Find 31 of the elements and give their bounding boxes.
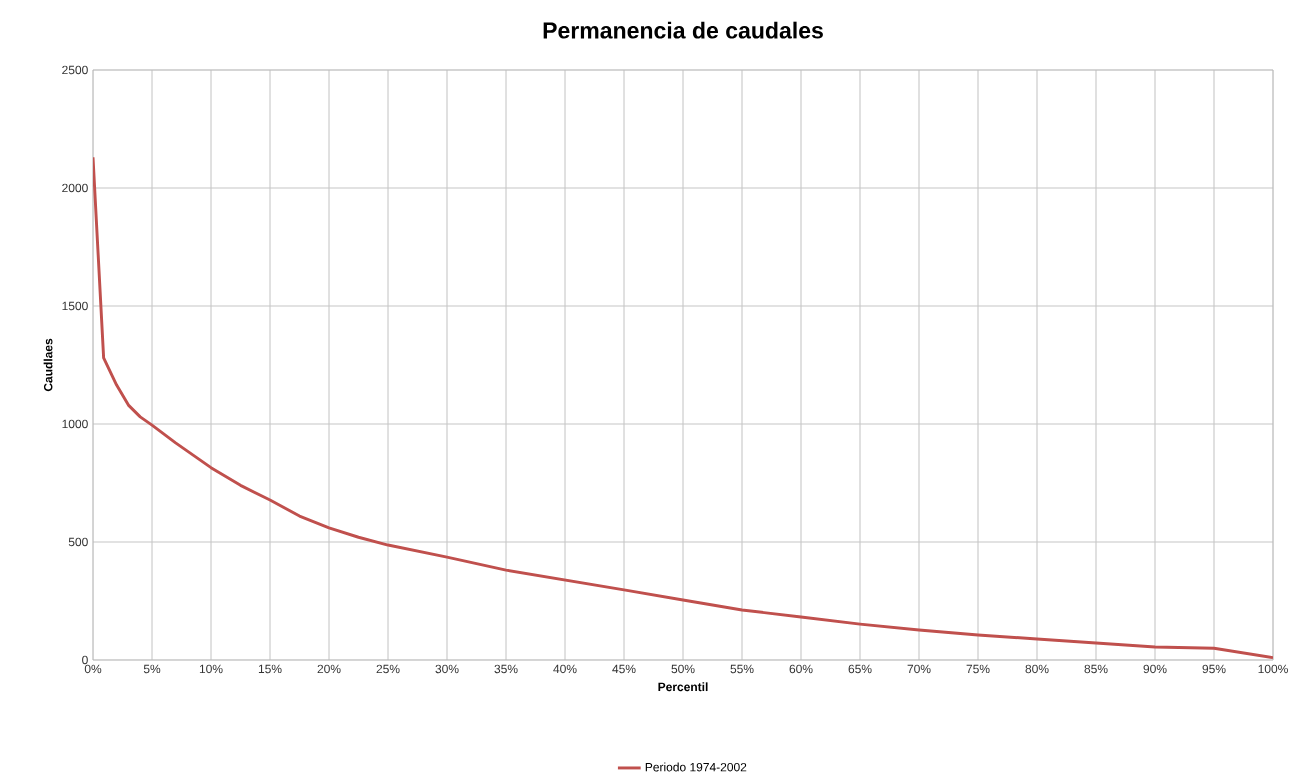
- x-tick-label: 95%: [1202, 664, 1226, 674]
- x-tick-label: 100%: [1258, 664, 1288, 674]
- y-tick-label: 1000: [62, 419, 88, 429]
- x-tick-label: 20%: [317, 664, 341, 674]
- x-tick-label: 65%: [848, 664, 872, 674]
- x-tick-label: 80%: [1025, 664, 1049, 674]
- x-tick-label: 5%: [143, 664, 161, 674]
- x-tick-label: 25%: [376, 664, 400, 674]
- y-tick-label: 2000: [62, 183, 88, 193]
- y-tick-label: 2500: [62, 65, 88, 75]
- x-axis-title: Percentil: [658, 682, 708, 692]
- chart-title: Permanencia de caudales: [543, 21, 823, 39]
- x-tick-label: 40%: [553, 664, 577, 674]
- x-tick-label: 60%: [789, 664, 813, 674]
- x-tick-label: 70%: [907, 664, 931, 674]
- x-tick-label: 50%: [671, 664, 695, 674]
- x-tick-label: 10%: [199, 664, 223, 674]
- x-tick-label: 45%: [612, 664, 636, 674]
- x-tick-label: 0%: [84, 664, 102, 674]
- x-tick-label: 35%: [494, 664, 518, 674]
- x-tick-label: 90%: [1143, 664, 1167, 674]
- legend-label: Periodo 1974-2002: [645, 762, 747, 772]
- x-tick-label: 15%: [258, 664, 282, 674]
- x-tick-label: 55%: [730, 664, 754, 674]
- x-tick-label: 85%: [1084, 664, 1108, 674]
- y-axis-title: Caudlaes: [43, 338, 53, 392]
- y-tick-label: 500: [68, 537, 88, 547]
- x-tick-label: 30%: [435, 664, 459, 674]
- y-tick-label: 1500: [62, 301, 88, 311]
- y-tick-label: 0: [82, 655, 88, 665]
- x-tick-label: 75%: [966, 664, 990, 674]
